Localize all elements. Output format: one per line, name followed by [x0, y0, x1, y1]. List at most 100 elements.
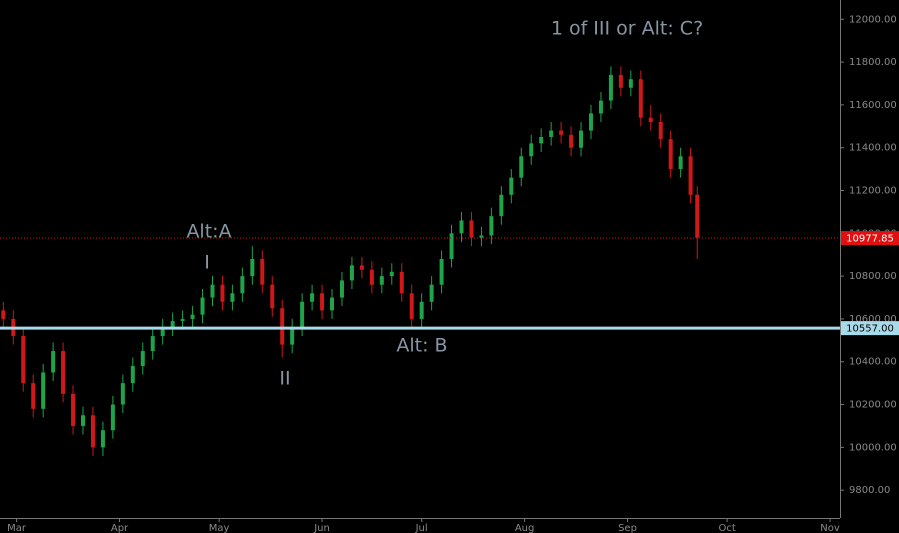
- x-tick-label: Jun: [313, 523, 330, 533]
- y-tick-label: 10200.00: [849, 400, 897, 411]
- annotation: Alt: B: [396, 335, 447, 357]
- candle-body: [41, 372, 46, 409]
- candle-body: [479, 235, 484, 238]
- y-tick-label: 10000.00: [849, 442, 897, 453]
- candle-body: [658, 122, 663, 140]
- candle-body: [618, 74, 623, 88]
- candle-body: [240, 276, 245, 294]
- candle-body: [688, 156, 693, 195]
- y-tick-label: 11400.00: [849, 143, 897, 154]
- candle-body: [359, 265, 364, 270]
- candle-body: [1, 310, 6, 319]
- candle-body: [449, 233, 454, 259]
- candle-body: [280, 308, 285, 345]
- x-tick-label: Apr: [111, 523, 129, 533]
- candle-body: [320, 293, 325, 311]
- candle-body: [31, 383, 36, 409]
- candle-body: [549, 130, 554, 137]
- candle-body: [210, 284, 215, 298]
- candle-body: [519, 156, 524, 178]
- y-tick-label: 9800.00: [849, 485, 890, 496]
- candle-body: [559, 130, 564, 135]
- candle-body: [270, 284, 275, 309]
- candle-body: [200, 297, 205, 315]
- annotation: 1 of III or Alt: C?: [551, 18, 703, 40]
- candle-body: [539, 136, 544, 144]
- candle-body: [81, 415, 86, 426]
- candle-body: [678, 156, 683, 170]
- candle-body: [459, 220, 464, 234]
- candle-body: [230, 293, 235, 302]
- candle-body: [21, 336, 26, 384]
- candle-body: [150, 336, 155, 352]
- candle-body: [469, 220, 474, 238]
- candle-body: [668, 139, 673, 170]
- candle-body: [170, 321, 175, 328]
- y-tick-label: 12000.00: [849, 14, 897, 25]
- candle-body: [190, 314, 195, 319]
- candle-body: [100, 430, 105, 448]
- candle-body: [439, 259, 444, 285]
- candle-body: [489, 216, 494, 236]
- annotation: Alt:A: [186, 221, 231, 243]
- y-tick-label: 11800.00: [849, 57, 897, 68]
- candle-body: [140, 351, 145, 367]
- candle-body: [300, 301, 305, 328]
- y-tick-label: 10400.00: [849, 357, 897, 368]
- candle-body: [369, 269, 374, 285]
- candle-body: [90, 415, 95, 448]
- y-tick-label: 11200.00: [849, 186, 897, 197]
- x-tick-label: Oct: [718, 523, 735, 533]
- candle-body: [598, 100, 603, 114]
- candle-body: [330, 297, 335, 311]
- candle-body: [529, 143, 534, 157]
- x-tick-label: May: [209, 523, 230, 533]
- annotation: II: [279, 368, 290, 390]
- candle-body: [419, 301, 424, 319]
- x-tick-label: Sep: [618, 523, 637, 533]
- candle-body: [648, 117, 653, 123]
- candle-body: [628, 79, 633, 88]
- y-tick-label: 10600.00: [849, 314, 897, 325]
- candle-body: [379, 276, 384, 285]
- candle-body: [695, 194, 700, 238]
- price-tag-label: 10557.00: [846, 324, 894, 335]
- price-tag: [841, 231, 899, 246]
- candle-body: [509, 177, 514, 195]
- candle-body: [71, 393, 76, 426]
- candle-body: [499, 194, 504, 217]
- candle-body: [638, 79, 643, 118]
- candle-body: [569, 134, 574, 148]
- candle-body: [110, 404, 115, 431]
- candle-body: [339, 280, 344, 298]
- candle-body: [61, 351, 66, 394]
- price-tag-label: 10977.85: [846, 234, 894, 245]
- candle-body: [290, 327, 295, 345]
- candle-body: [160, 327, 165, 337]
- candle-body: [130, 366, 135, 384]
- candle-body: [409, 293, 414, 319]
- x-tick-label: Jul: [415, 523, 428, 533]
- candle-body: [250, 259, 255, 277]
- x-tick-label: Aug: [515, 523, 535, 533]
- candle-body: [588, 113, 593, 131]
- candle-body: [389, 271, 394, 277]
- candle-body: [429, 284, 434, 302]
- candle-body: [120, 383, 125, 405]
- candle-body: [399, 271, 404, 294]
- x-tick-label: Mar: [7, 523, 27, 533]
- annotation: I: [204, 252, 210, 274]
- y-tick-label: 11600.00: [849, 100, 897, 111]
- candle-body: [310, 293, 315, 302]
- price-tag: [841, 321, 899, 336]
- candle-body: [260, 259, 265, 285]
- candle-body: [220, 284, 225, 302]
- candle-body: [51, 351, 56, 373]
- candle-body: [180, 318, 185, 322]
- candle-body: [349, 265, 354, 281]
- candle-body: [579, 130, 584, 148]
- y-tick-label: 10800.00: [849, 271, 897, 282]
